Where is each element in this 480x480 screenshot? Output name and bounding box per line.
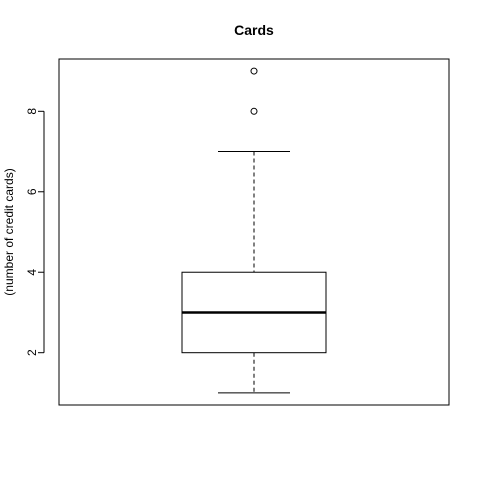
y-ticks: 2 4 6 8	[25, 108, 44, 356]
chart-title: Cards	[234, 22, 274, 38]
y-tick-label: 6	[25, 188, 39, 195]
plot-frame	[58, 58, 450, 406]
outlier-point	[250, 107, 258, 115]
outliers	[250, 67, 258, 115]
box-group	[181, 151, 327, 394]
y-tick-label: 8	[25, 108, 39, 115]
y-tick-label: 4	[25, 269, 39, 276]
outlier-point	[250, 67, 258, 75]
y-axis-label: (number of credit cards)	[2, 168, 16, 295]
y-tick-label: 2	[25, 349, 39, 356]
